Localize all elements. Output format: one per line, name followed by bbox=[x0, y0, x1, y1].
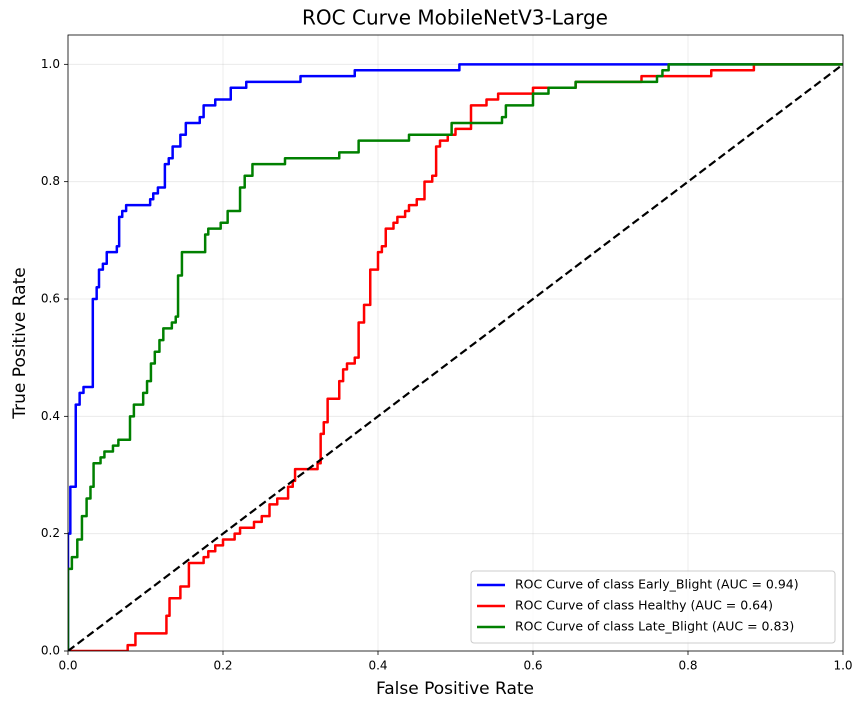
x-tick-label: 1.0 bbox=[833, 659, 852, 673]
x-tick-label: 0.2 bbox=[213, 659, 232, 673]
y-tick-label: 0.0 bbox=[41, 644, 60, 658]
x-tick-label: 0.4 bbox=[368, 659, 387, 673]
roc-curve bbox=[68, 63, 843, 651]
y-tick-label: 1.0 bbox=[41, 57, 60, 71]
y-tick-label: 0.2 bbox=[41, 526, 60, 540]
reference-line bbox=[68, 63, 843, 651]
legend-box bbox=[470, 570, 836, 644]
plot-area bbox=[68, 63, 843, 651]
y-tick-label: 0.4 bbox=[41, 409, 60, 423]
roc-curve bbox=[68, 63, 843, 651]
x-axis-label: False Positive Rate bbox=[376, 679, 534, 699]
y-axis-label: True Positive Rate bbox=[10, 267, 30, 419]
x-tick-label: 0.0 bbox=[58, 659, 77, 673]
roc-curve bbox=[68, 63, 843, 651]
y-tick-label: 0.8 bbox=[41, 174, 60, 188]
chart-title: ROC Curve MobileNetV3-Large bbox=[302, 6, 608, 30]
x-tick-label: 0.6 bbox=[523, 659, 542, 673]
legend-label: ROC Curve of class Healthy (AUC = 0.64) bbox=[515, 598, 773, 613]
legend-label: ROC Curve of class Late_Blight (AUC = 0.… bbox=[515, 619, 794, 634]
x-tick-label: 0.8 bbox=[678, 659, 697, 673]
axes-frame bbox=[67, 34, 844, 652]
legend-label: ROC Curve of class Early_Blight (AUC = 0… bbox=[515, 577, 799, 592]
y-tick-label: 0.6 bbox=[41, 292, 60, 306]
